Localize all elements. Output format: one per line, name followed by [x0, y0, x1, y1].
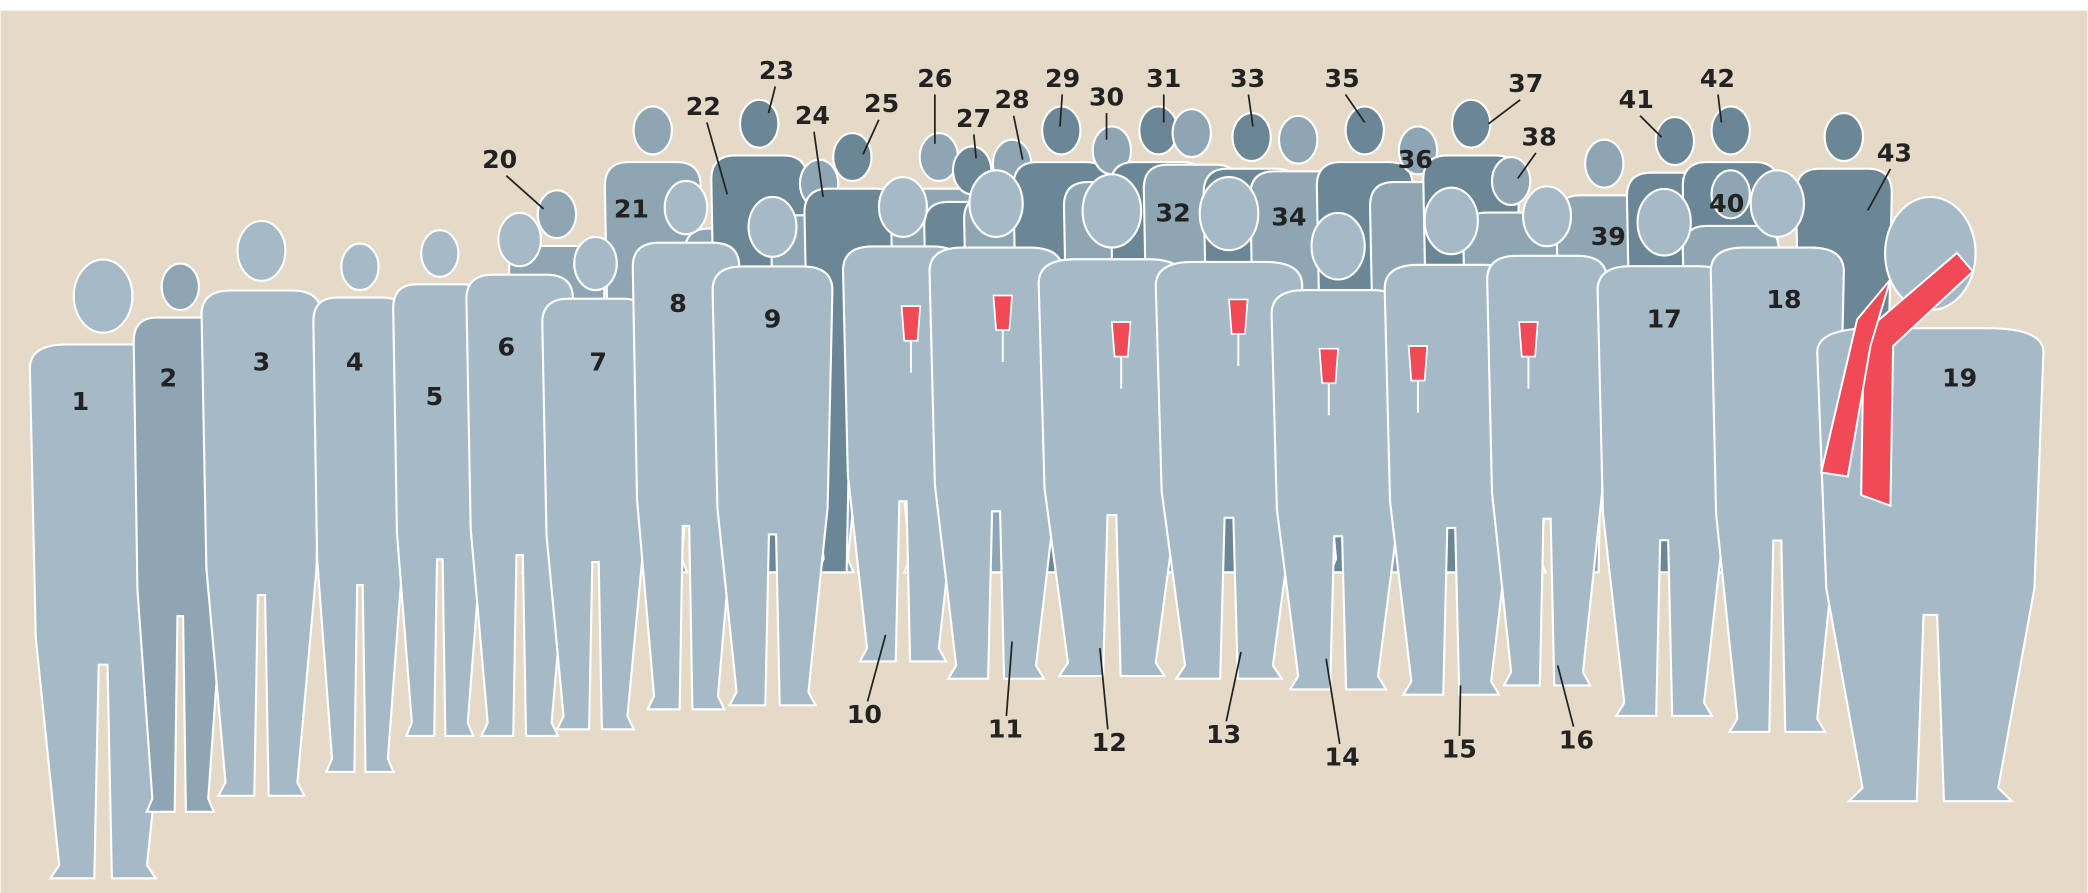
figure-number: 24: [795, 101, 830, 130]
figure-number: 23: [759, 56, 794, 85]
head: [740, 100, 778, 148]
figure-number: 42: [1700, 64, 1735, 93]
figure-number: 4: [346, 347, 364, 376]
glass: [1409, 346, 1428, 381]
figure-number: 10: [847, 700, 882, 729]
figure-number: 22: [686, 92, 721, 121]
head: [879, 177, 927, 237]
figure-number: 36: [1398, 145, 1433, 174]
glass: [1519, 322, 1538, 357]
figure-number: 40: [1709, 189, 1744, 218]
figure-number: 13: [1206, 720, 1241, 749]
glass: [1319, 349, 1338, 384]
figure-number: 25: [864, 89, 899, 118]
head: [1425, 188, 1478, 255]
head: [634, 106, 672, 154]
figure-number: 41: [1619, 85, 1654, 114]
head: [74, 260, 133, 333]
head: [1312, 213, 1365, 280]
head: [162, 264, 199, 311]
head: [1200, 177, 1259, 250]
figure-number: 3: [253, 347, 271, 376]
head: [1452, 100, 1490, 148]
head: [538, 190, 576, 238]
figure-number: 39: [1591, 222, 1626, 251]
figure-number: 12: [1092, 728, 1127, 757]
glass: [1112, 322, 1131, 357]
head: [1585, 140, 1623, 188]
head: [341, 244, 378, 291]
figure-number: 26: [917, 64, 952, 93]
figure-number: 32: [1156, 198, 1191, 227]
head: [1346, 106, 1384, 154]
figure-number: 6: [498, 333, 516, 362]
head: [1492, 157, 1530, 205]
figure-number: 30: [1089, 82, 1124, 111]
head: [1638, 189, 1691, 256]
figure-number: 17: [1647, 305, 1682, 334]
head: [1712, 106, 1750, 154]
head: [1656, 117, 1694, 165]
figure-number: 27: [956, 104, 991, 133]
figure-number: 5: [426, 382, 444, 411]
head: [1173, 109, 1211, 157]
figure-number: 28: [994, 85, 1029, 114]
figure-number: 2: [160, 363, 178, 392]
head: [1279, 116, 1317, 164]
illustration: 1234567891011121314151617181920212223242…: [0, 0, 2088, 893]
head: [1083, 174, 1142, 247]
figure-number: 21: [614, 194, 649, 223]
figure-number: 18: [1766, 285, 1801, 314]
figure-number: 31: [1146, 64, 1181, 93]
head: [1751, 170, 1804, 237]
figure-number: 35: [1325, 64, 1360, 93]
figure-number: 20: [482, 145, 517, 174]
figure-number: 1: [72, 387, 90, 416]
head: [421, 230, 458, 277]
head: [1523, 186, 1571, 246]
figure-number: 15: [1442, 735, 1477, 764]
head: [833, 133, 871, 181]
glass: [1229, 299, 1248, 334]
figure-number: 19: [1942, 363, 1977, 392]
head: [498, 213, 541, 266]
head: [665, 181, 708, 234]
figure-number: 7: [589, 347, 607, 376]
figure-number: 11: [988, 715, 1023, 744]
figure-number: 38: [1521, 122, 1556, 151]
head: [1825, 113, 1863, 161]
figure-number: 9: [764, 305, 782, 334]
figure-number: 37: [1508, 69, 1543, 98]
head: [969, 170, 1022, 237]
head: [749, 197, 797, 257]
head: [238, 221, 286, 281]
figure-number: 43: [1877, 138, 1912, 167]
leader-line: [1459, 685, 1460, 736]
glass: [993, 295, 1012, 330]
glass: [902, 306, 921, 341]
figure-number: 29: [1045, 64, 1080, 93]
figure-number: 33: [1230, 64, 1265, 93]
figure-number: 34: [1271, 202, 1306, 231]
figure-number: 8: [669, 289, 687, 318]
head: [574, 237, 617, 290]
figure-number: 14: [1325, 743, 1360, 772]
figure-number: 16: [1559, 725, 1594, 754]
